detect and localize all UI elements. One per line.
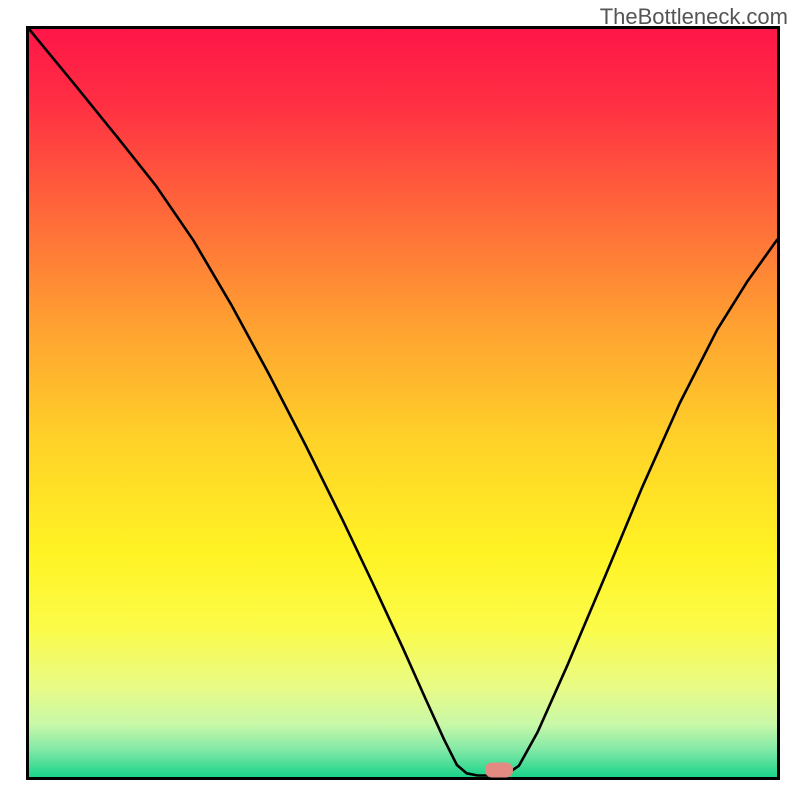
watermark-text: TheBottleneck.com: [600, 4, 788, 30]
minimum-marker: [485, 762, 513, 777]
canvas: TheBottleneck.com: [0, 0, 800, 800]
curve-path: [29, 29, 777, 776]
plot-area: [26, 26, 780, 780]
bottleneck-curve: [29, 29, 777, 777]
